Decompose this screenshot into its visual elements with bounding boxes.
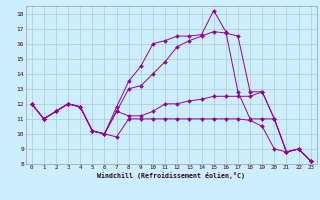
X-axis label: Windchill (Refroidissement éolien,°C): Windchill (Refroidissement éolien,°C) [97,172,245,179]
